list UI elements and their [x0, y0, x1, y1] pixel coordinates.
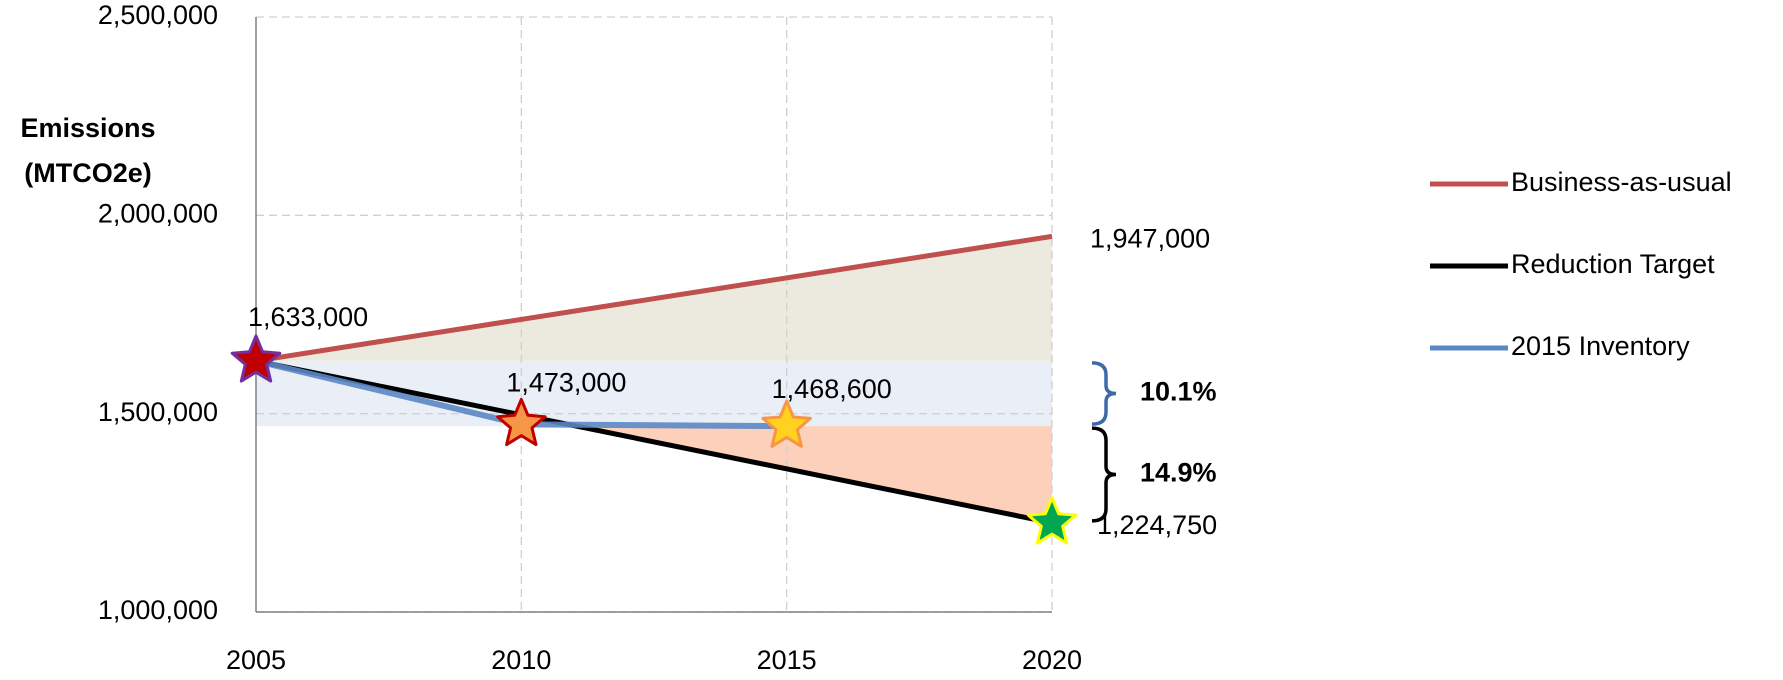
star-marker	[230, 334, 282, 383]
series-line	[255, 358, 1053, 526]
y-tick-label: 2,500,000	[98, 0, 218, 30]
data-label: 1,224,750	[1097, 510, 1217, 540]
x-tick-label: 2010	[491, 645, 551, 675]
legend-label: Reduction Target	[1511, 249, 1715, 279]
bracket-label: 10.1%	[1140, 377, 1217, 407]
y-axis-title: Emissions	[20, 113, 155, 143]
x-tick-label: 2005	[226, 645, 286, 675]
data-label: 1,468,600	[772, 374, 892, 404]
star-marker	[496, 397, 547, 447]
bracket	[1091, 426, 1117, 523]
bau-gap-area	[256, 236, 1052, 361]
data-label: 1,473,000	[506, 368, 626, 398]
x-tick-label: 2015	[757, 645, 817, 675]
series-line	[255, 233, 1053, 364]
y-tick-label: 2,000,000	[98, 198, 218, 228]
legend-label: Business-as-usual	[1511, 167, 1732, 197]
data-label: 1,633,000	[248, 302, 368, 332]
x-tick-label: 2020	[1022, 645, 1082, 675]
bracket-label: 14.9%	[1140, 458, 1217, 488]
legend-label: 2015 Inventory	[1511, 331, 1690, 361]
y-axis-title: (MTCO2e)	[24, 158, 152, 188]
y-tick-label: 1,500,000	[98, 397, 218, 427]
star-marker	[761, 399, 812, 448]
star-marker	[1026, 496, 1078, 545]
bracket	[1091, 361, 1117, 426]
inventory-gap-area	[256, 360, 1052, 427]
y-tick-label: 1,000,000	[98, 595, 218, 625]
annotation: 1,947,000	[1090, 223, 1210, 253]
